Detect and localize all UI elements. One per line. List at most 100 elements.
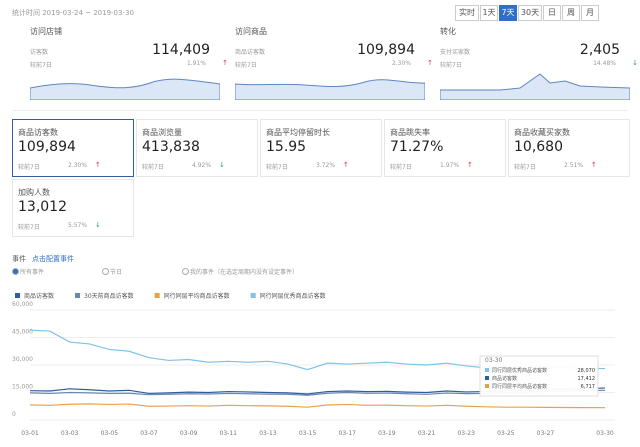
y-tick-label: 15,000 — [12, 384, 33, 391]
compare-label: 较前7日 — [235, 62, 257, 69]
metric-name: 商品收藏买家数 — [514, 128, 570, 137]
metric-name: 商品平均停留时长 — [266, 128, 330, 137]
change: 2.51% — [564, 162, 584, 169]
metric-cell[interactable]: 加购人数 13,012 较前7日 5.57% ↓ — [12, 179, 134, 237]
card-title: 访问店铺 — [30, 27, 62, 36]
radio[interactable] — [182, 268, 189, 275]
metric-cell[interactable]: 商品平均停留时长 15.95 较前7日 3.72% ↑ — [260, 119, 382, 177]
trend-arrow: ↑ — [95, 161, 101, 169]
range-button[interactable]: 30天 — [518, 5, 542, 21]
tooltip-swatch — [485, 384, 489, 388]
tooltip-label: 商品访客数 — [492, 375, 517, 382]
overview-card: 访问店铺 访客数 114,409 较前7日 1.91% ↑ — [30, 22, 228, 104]
compare-label: 较前7日 — [30, 62, 52, 69]
tooltip-swatch — [485, 368, 489, 372]
metric-cell[interactable]: 商品浏览量 413,838 较前7日 4.92% ↓ — [136, 119, 258, 177]
overview-card: 访问商品商品访客数 109,894 较前7日 2.30% ↑ — [235, 22, 433, 104]
change: 1.91% — [186, 60, 206, 67]
change: 3.72% — [316, 162, 336, 169]
tooltip-value: 6,717 — [581, 384, 595, 390]
sparkline — [30, 78, 220, 100]
metric-cell[interactable]: 商品访客数 109,894 较前7日 2.30% ↑ — [12, 119, 134, 177]
tooltip-value: 17,412 — [578, 376, 596, 382]
events-link[interactable]: 点击配置事件 — [32, 255, 74, 263]
legend-swatch — [250, 293, 256, 298]
change: 2.30% — [391, 60, 411, 67]
change: 4.92% — [192, 162, 212, 169]
metric-label: 商品访客数 — [235, 49, 266, 56]
trend-arrow: ↑ — [343, 161, 349, 169]
x-tick-label: 03-19 — [378, 430, 396, 437]
trend-arrow: ↑ — [591, 161, 597, 169]
tooltip-label: 同行同层优秀商品访客数 — [492, 367, 547, 374]
compare-label: 较前7日 — [18, 164, 40, 171]
metric-value: 109,894 — [18, 139, 76, 155]
series-line — [29, 403, 606, 409]
range-button[interactable]: 日 — [543, 5, 561, 21]
compare-label: 较前7日 — [266, 164, 288, 171]
change: 2.30% — [68, 162, 88, 169]
metric-cell[interactable]: 商品跳失率 71.27% 较前7日 1.97% ↑ — [384, 119, 506, 177]
legend-label: 商品访客数 — [24, 292, 54, 300]
trend-arrow: ↑ — [427, 59, 433, 67]
range-button[interactable]: 实时 — [455, 5, 479, 21]
metric-label: 访客数 — [30, 49, 49, 56]
compare-label: 较前7日 — [514, 164, 536, 171]
range-button[interactable]: 7天 — [499, 5, 517, 21]
x-tick-label: 03-27 — [537, 430, 555, 437]
metric-value: 15.95 — [266, 139, 307, 155]
metric-cell[interactable]: 商品收藏买家数 10,680 较前7日 2.51% ↑ — [508, 119, 630, 177]
change: 14.48% — [593, 60, 616, 67]
trend-arrow: ↑ — [222, 59, 228, 67]
sparkline-area — [440, 73, 630, 100]
divider — [12, 110, 628, 111]
metric-name: 商品访客数 — [18, 128, 58, 137]
metric-value: 413,838 — [142, 139, 200, 155]
x-tick-label: 03-25 — [497, 430, 515, 437]
compare-label: 较前7日 — [440, 62, 462, 69]
legend-swatch — [154, 293, 160, 298]
x-tick-label: 03-23 — [457, 430, 475, 437]
x-tick-label: 03-01 — [21, 430, 39, 437]
radio[interactable] — [12, 268, 19, 275]
card-title: 转化 — [440, 27, 456, 36]
trend-arrow: ↓ — [219, 161, 225, 169]
metric-name: 商品跳失率 — [390, 128, 430, 137]
x-tick-label: 03-09 — [180, 430, 198, 437]
tooltip-label: 同行同层平均商品访客数 — [492, 383, 547, 390]
metric-value: 109,894 — [357, 42, 415, 58]
compare-label: 较前7日 — [18, 224, 40, 231]
legend-swatch — [75, 293, 81, 298]
x-tick-label: 03-21 — [418, 430, 436, 437]
change: 5.57% — [68, 222, 88, 229]
sparkline — [440, 73, 630, 100]
tooltip-swatch — [485, 376, 489, 380]
metric-value: 13,012 — [18, 199, 67, 215]
tooltip-date: 03-30 — [485, 357, 503, 364]
metric-name: 加购人数 — [18, 188, 50, 197]
range-button[interactable]: 月 — [581, 5, 599, 21]
overview-card: 转化 支付买家数 2,405 较前7日 14.48% ↓ — [440, 22, 638, 104]
range-button[interactable]: 周 — [562, 5, 580, 21]
metric-value: 71.27% — [390, 139, 444, 155]
sparkline — [235, 79, 425, 100]
y-tick-label: 60,000 — [12, 301, 33, 308]
legend-label: 同行同层平均商品访客数 — [164, 292, 230, 300]
sparkline-area — [30, 78, 220, 100]
y-tick-label: 30,000 — [12, 356, 33, 363]
events-label: 事件 — [12, 255, 26, 263]
y-tick-label: 0 — [12, 411, 16, 418]
x-tick-label: 03-17 — [339, 430, 357, 437]
change: 1.97% — [440, 162, 460, 169]
radio-label: 我的事件（在选定周期内没有设定事件） — [190, 269, 299, 276]
tooltip-box — [479, 355, 599, 397]
legend-label: 30天前商品访客数 — [84, 292, 134, 300]
range-button[interactable]: 1天 — [480, 5, 498, 21]
metric-value: 2,405 — [579, 42, 620, 58]
radio[interactable] — [102, 268, 109, 275]
legend-label: 同行同层优秀商品访客数 — [260, 292, 326, 300]
x-tick-label: 03-15 — [299, 430, 317, 437]
card-title: 访问商品 — [235, 27, 267, 36]
